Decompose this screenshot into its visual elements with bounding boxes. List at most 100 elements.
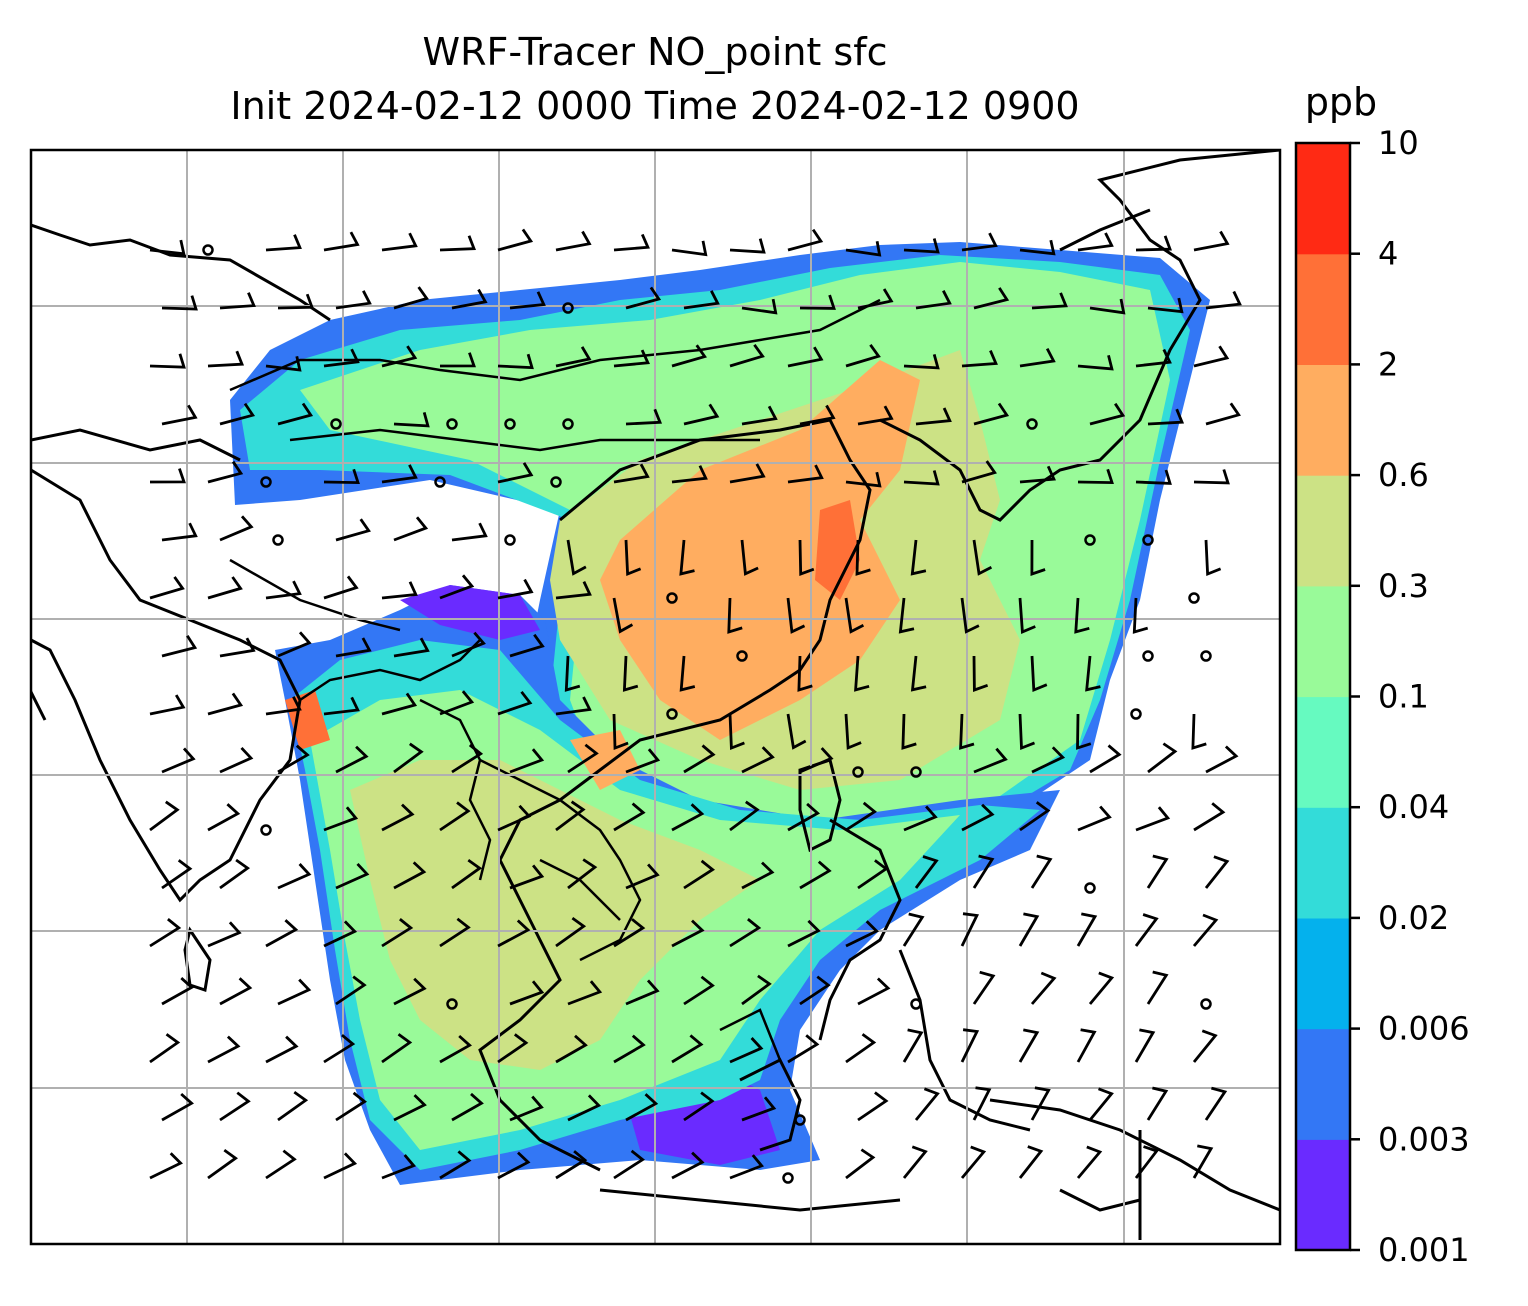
wind-barb [1134, 913, 1159, 947]
wind-barb [960, 1145, 987, 1179]
colorbar-bin-8 [1296, 253, 1350, 365]
wind-barb [903, 354, 940, 370]
colorbar-bin-6 [1296, 475, 1350, 587]
field-south-violet-1 [400, 585, 540, 640]
wind-barb [1031, 746, 1066, 774]
wind-barb [149, 1033, 181, 1064]
wind-barb [207, 576, 243, 600]
calm-wind-circle [272, 534, 284, 546]
wind-barb [265, 919, 299, 948]
wind-barb [683, 403, 720, 426]
wind-barb [497, 1033, 529, 1064]
calm-wind-circle [1084, 882, 1096, 894]
calm-wind-circle [1188, 592, 1200, 604]
wind-barb [798, 539, 815, 576]
wind-barb [1088, 971, 1115, 1005]
wind-barb [1135, 235, 1172, 252]
calm-wind-circle [666, 592, 678, 604]
wind-barb [1018, 597, 1036, 634]
wind-barb [844, 713, 862, 750]
wind-barb [381, 1033, 413, 1064]
wind-barb [729, 238, 766, 254]
wind-barb [451, 631, 486, 658]
wind-barb [564, 655, 581, 692]
wind-barb [961, 350, 998, 368]
wind-barb [451, 288, 488, 310]
coastlines [31, 150, 1280, 1240]
wind-barb [728, 713, 745, 751]
wind-barb [1077, 232, 1114, 252]
calm-wind-circle [1200, 998, 1212, 1010]
wind-barb [679, 539, 695, 576]
wind-barb [509, 633, 545, 658]
wind-barb [335, 518, 371, 542]
wind-barb [727, 597, 743, 634]
chart-title: WRF-Tracer NO_point sfc [422, 30, 888, 74]
wind-barb [149, 918, 182, 948]
wind-barb [972, 655, 989, 692]
map-area [31, 150, 1280, 1244]
wind-barb [555, 1034, 588, 1064]
wind-barb [149, 353, 186, 369]
calm-wind-circle [446, 998, 458, 1010]
wind-barb [1205, 745, 1239, 774]
wind-barb [323, 575, 359, 600]
calm-wind-circle [260, 476, 272, 488]
wind-barb [265, 356, 302, 372]
wind-barb [625, 748, 661, 774]
wind-barb [497, 1151, 531, 1180]
wind-barb [393, 516, 429, 542]
wind-barb [323, 1152, 358, 1180]
wind-barb [335, 1091, 368, 1122]
colorbar-tick-label: 10 [1378, 124, 1419, 162]
wind-barb [439, 235, 477, 252]
wind-barb [265, 696, 302, 716]
wind-barb [149, 239, 186, 256]
field-south-olive [350, 760, 760, 1070]
colorbar-bin-0 [1296, 1139, 1350, 1251]
calm-wind-circle [1142, 650, 1154, 662]
wind-barb [729, 343, 765, 368]
wind-barb [219, 858, 251, 890]
wind-barb [740, 539, 759, 576]
wind-barb [961, 460, 997, 484]
wind-barb [219, 746, 254, 774]
wind-barb [1030, 1086, 1051, 1121]
wind-barb [612, 713, 629, 750]
colorbar-tick-label: 0.3 [1378, 567, 1429, 605]
wind-barb [1019, 239, 1056, 256]
wind-barb [161, 522, 198, 542]
wind-barb [741, 746, 775, 774]
wind-barb [845, 343, 881, 368]
wind-barb [902, 912, 925, 947]
wind-barb [219, 1091, 251, 1122]
colorbar-tick-label: 0.006 [1378, 1010, 1470, 1048]
wind-barb [265, 1035, 299, 1064]
colorbar: 0.001 0.003 0.006 0.02 0.04 0.1 0.3 0.6 2 4 10 [1294, 124, 1470, 1269]
wind-barb [903, 238, 940, 254]
wind-barb [439, 690, 475, 716]
wind-barb [219, 515, 254, 542]
wind-barb [161, 747, 196, 774]
wind-barb [555, 346, 592, 368]
wind-barb [1205, 402, 1241, 426]
wind-barb [786, 597, 806, 634]
wind-barb [787, 346, 824, 368]
wind-barb [972, 1086, 992, 1121]
wind-barb [671, 1034, 704, 1064]
wind-barb [509, 864, 545, 890]
calm-wind-circle [1084, 534, 1096, 546]
wind-barb [1018, 1145, 1044, 1179]
wind-barb [1077, 468, 1114, 485]
colorbar-bin-7 [1296, 364, 1350, 476]
wind-barb [741, 974, 772, 1006]
colorbar-bin-5 [1296, 585, 1350, 698]
concentration-field [230, 242, 1210, 1185]
wind-barb [844, 597, 865, 634]
wind-barb [910, 539, 927, 576]
wind-barb [149, 800, 180, 832]
wind-barb [854, 655, 870, 692]
wind-barb [1132, 597, 1149, 634]
wind-barb [671, 1151, 705, 1180]
wind-barb [323, 696, 360, 716]
